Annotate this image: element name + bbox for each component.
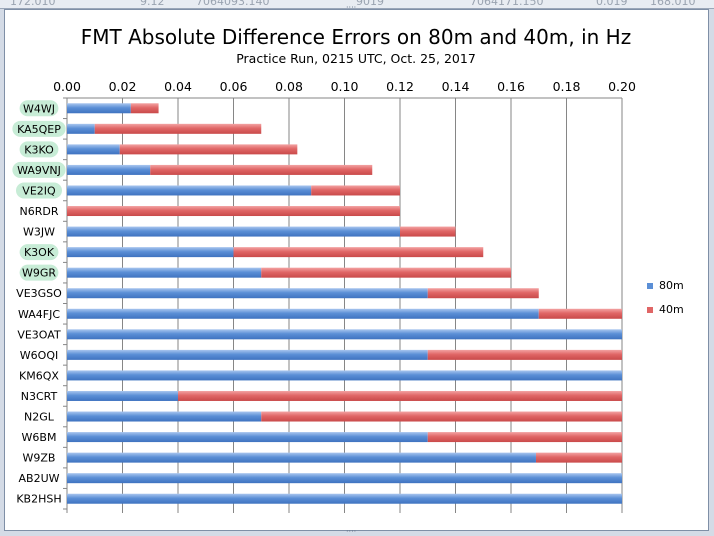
category-label: N3CRT [21, 390, 58, 403]
bar-80m-k3ko [67, 144, 120, 155]
x-tick-label: 0.02 [109, 79, 137, 94]
legend-label-40m: 40m [659, 303, 684, 316]
bar-chart: FMT Absolute Difference Errors on 80m an… [12, 25, 684, 513]
bar-40m-k3ko [119, 144, 298, 155]
chart-area[interactable]: FMT Absolute Difference Errors on 80m an… [4, 9, 709, 531]
strip-value: 9019 [356, 0, 384, 8]
category-label: WA9VNJ [17, 164, 61, 177]
resize-handle-top[interactable]: ···· [346, 3, 357, 12]
bar-80m-k3ok [67, 247, 234, 258]
x-tick-label: 0.12 [386, 79, 414, 94]
category-label: K3KO [24, 143, 54, 156]
bar-80m-w4wj [67, 103, 131, 114]
bar-40m-n3crt [178, 390, 622, 401]
strip-value: 172.010 [10, 0, 56, 8]
bar-40m-ve3gso [427, 288, 539, 299]
highlight-pill [19, 100, 59, 117]
bar-80m-ab2uw [67, 473, 622, 484]
bar-40m-wa9vnj [150, 164, 373, 175]
gridlines [63, 97, 623, 513]
bar-80m-w6oqi [67, 349, 428, 360]
bar-80m-n3crt [67, 390, 178, 401]
category-label: W9ZB [23, 452, 56, 465]
bar-80m-w3jw [67, 226, 400, 237]
category-label: W3JW [23, 226, 55, 239]
bar-80m-ve3oat [67, 329, 622, 340]
category-label: AB2UW [19, 472, 60, 485]
bar-40m-ka5qep [94, 123, 262, 134]
bar-40m-w9zb [535, 452, 622, 463]
strip-value: 9.12 [140, 0, 165, 8]
category-label: VE2IQ [22, 184, 56, 197]
category-label: W9GR [22, 267, 56, 280]
bar-80m-w9gr [67, 267, 262, 278]
bar-80m-ka5qep [67, 123, 95, 134]
bar-40m-w9gr [261, 267, 511, 278]
x-axis-ticks: 0.00 0.02 0.04 0.06 0.08 0.10 0.12 0.14 0.16 0.18… [53, 79, 636, 94]
chart-title: FMT Absolute Difference Errors on 80m an… [81, 25, 631, 49]
legend-label-80m: 80m [659, 279, 684, 292]
legend-swatch-80m [647, 283, 653, 289]
bar-80m-w9zb [67, 452, 536, 463]
bar-40m-w6oqi [427, 349, 622, 360]
strip-value: 168.010 [650, 0, 696, 8]
resize-handle-bottom[interactable]: ···· [346, 527, 357, 536]
x-tick-label: 0.06 [220, 79, 248, 94]
chart-subtitle: Practice Run, 0215 UTC, Oct. 25, 2017 [236, 51, 476, 66]
legend-swatch-40m [647, 307, 653, 313]
x-tick-label: 0.14 [442, 79, 470, 94]
bar-40m-w6bm [427, 432, 622, 443]
x-tick-label: 0.04 [164, 79, 192, 94]
category-label: N2GL [24, 411, 55, 424]
x-tick-label: 0.16 [497, 79, 525, 94]
highlight-pill [12, 161, 66, 178]
bar-40m-wa4fjc [538, 308, 622, 319]
category-labels: W4WJ KA5QEP K3KO WA9VNJ VE2IQ N6RDR W3JW K3OK W9… [12, 100, 66, 506]
category-label: KA5QEP [17, 123, 61, 136]
bar-80m-ve2iq [67, 185, 312, 196]
bar-80m-w6bm [67, 432, 428, 443]
bar-80m-kb2hsh [67, 493, 622, 504]
x-tick-label: 0.08 [275, 79, 303, 94]
category-label: K3OK [24, 246, 55, 259]
category-label: W4WJ [23, 102, 55, 115]
x-tick-label: 0.20 [608, 79, 636, 94]
category-label: KM6QX [19, 369, 59, 382]
x-tick-label: 0.00 [53, 79, 81, 94]
bar-40m-n2gl [261, 411, 622, 422]
bar-80m-n2gl [67, 411, 262, 422]
legend: 80m 40m [647, 279, 684, 316]
category-label: N6RDR [20, 205, 59, 218]
strip-value: 7064171.150 [470, 0, 544, 8]
bar-80m-wa4fjc [67, 308, 539, 319]
highlight-pill [19, 264, 59, 281]
highlight-pill [19, 141, 59, 158]
category-label: W6OQI [20, 349, 58, 362]
category-label: VE3GSO [16, 287, 62, 300]
bars [67, 103, 622, 504]
category-label: W6BM [22, 431, 57, 444]
category-label: KB2HSH [16, 493, 61, 506]
background-strip: 172.010 7064093.140 9.12 9019 7064171.15… [0, 0, 714, 9]
bar-40m-w4wj [130, 103, 159, 114]
strip-value: 7064093.140 [196, 0, 270, 8]
strip-value: 0.019 [596, 0, 628, 8]
bar-80m-km6qx [67, 370, 622, 381]
bar-40m-k3ok [233, 247, 484, 258]
highlight-pill [19, 244, 59, 261]
highlight-pill [12, 120, 66, 137]
bar-40m-ve2iq [311, 185, 400, 196]
bar-80m-ve3gso [67, 288, 428, 299]
category-label: WA4FJC [18, 308, 60, 321]
highlight-pill [16, 182, 62, 199]
bar-80m-wa9vnj [67, 164, 151, 175]
x-tick-label: 0.18 [553, 79, 581, 94]
category-label: VE3OAT [17, 328, 61, 341]
x-tick-label: 0.10 [331, 79, 359, 94]
bar-40m-w3jw [400, 226, 456, 237]
bar-40m-n6rdr [67, 206, 400, 217]
